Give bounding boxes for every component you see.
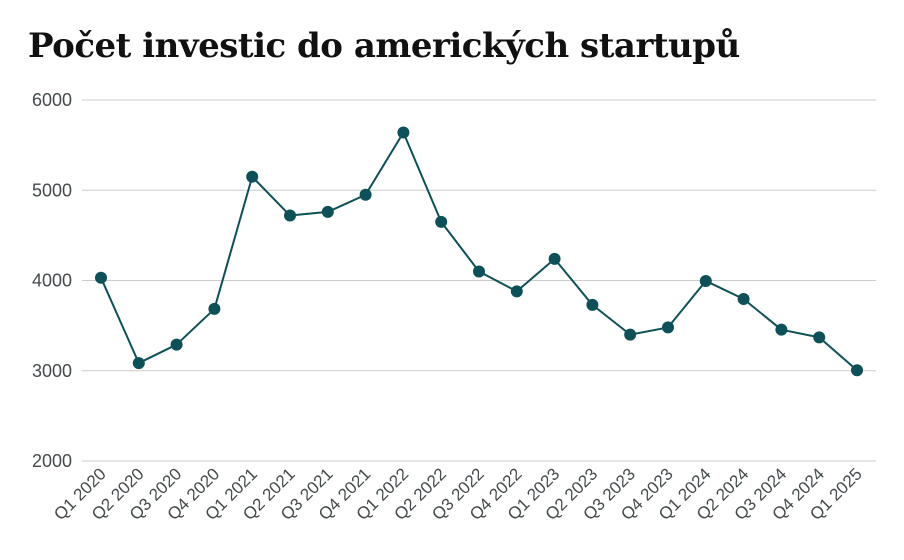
series-line — [100, 131, 858, 372]
y-tick-label: 6000 — [32, 90, 72, 110]
gridlines — [82, 99, 876, 462]
data-point-14 — [624, 328, 637, 341]
y-tick-label: 3000 — [32, 361, 72, 381]
series-group — [95, 126, 863, 377]
data-point-8 — [397, 126, 410, 139]
data-point-1 — [132, 357, 145, 370]
data-point-5 — [284, 209, 296, 222]
data-point-15 — [662, 321, 674, 334]
data-point-16 — [699, 274, 712, 287]
data-point-2 — [170, 338, 183, 351]
chart-title: Počet investic do amerických startupů — [28, 26, 740, 66]
data-point-6 — [321, 205, 334, 218]
data-point-0 — [95, 271, 107, 284]
y-tick-label: 2000 — [32, 451, 72, 471]
data-point-18 — [775, 323, 788, 336]
data-point-13 — [586, 298, 599, 311]
data-point-9 — [435, 215, 448, 228]
data-point-19 — [813, 331, 826, 344]
data-point-7 — [359, 188, 372, 201]
data-point-4 — [246, 170, 259, 183]
y-tick-label: 5000 — [32, 180, 72, 200]
y-tick-label: 4000 — [32, 271, 72, 291]
data-point-12 — [548, 252, 561, 265]
data-point-10 — [473, 265, 485, 278]
data-point-17 — [737, 293, 750, 306]
data-point-11 — [510, 285, 523, 298]
y-axis-ticks: 2000 3000 4000 5000 6000 — [32, 90, 72, 471]
data-point-20 — [851, 364, 863, 377]
data-point-3 — [208, 302, 221, 315]
